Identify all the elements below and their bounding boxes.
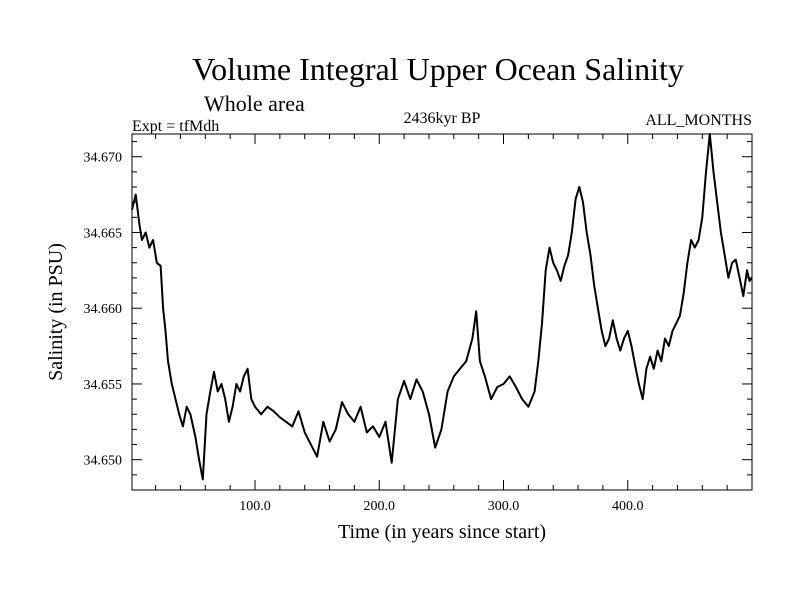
axis-ticks xyxy=(132,134,752,491)
salinity-series-line xyxy=(131,133,753,481)
plot-frame xyxy=(131,133,753,491)
period-label: 2436kyr BP xyxy=(404,110,481,127)
x-tick-label: 100.0 xyxy=(239,499,271,514)
y-tick-label: 34.660 xyxy=(84,302,123,317)
y-tick-label: 34.655 xyxy=(84,378,123,393)
y-tick-label: 34.665 xyxy=(84,226,123,241)
x-tick-label: 200.0 xyxy=(364,499,396,514)
experiment-label: Expt = tfMdh xyxy=(132,118,219,135)
y-tick-label: 34.650 xyxy=(84,454,123,469)
y-tick-label: 34.670 xyxy=(84,151,123,166)
x-axis-label: Time (in years since start) xyxy=(338,521,546,543)
months-label: ALL_MONTHS xyxy=(645,112,752,129)
x-tick-label: 400.0 xyxy=(612,499,644,514)
x-tick-label: 300.0 xyxy=(488,499,520,514)
axis-tick-labels: 100.0 200.0 300.0 400.0 34.650 34.655 34.660 34… xyxy=(84,151,644,514)
chart-subtitle: Whole area xyxy=(204,91,305,116)
chart-title: Volume Integral Upper Ocean Salinity xyxy=(192,51,684,87)
y-axis-label: Salinity (in PSU) xyxy=(45,243,67,381)
